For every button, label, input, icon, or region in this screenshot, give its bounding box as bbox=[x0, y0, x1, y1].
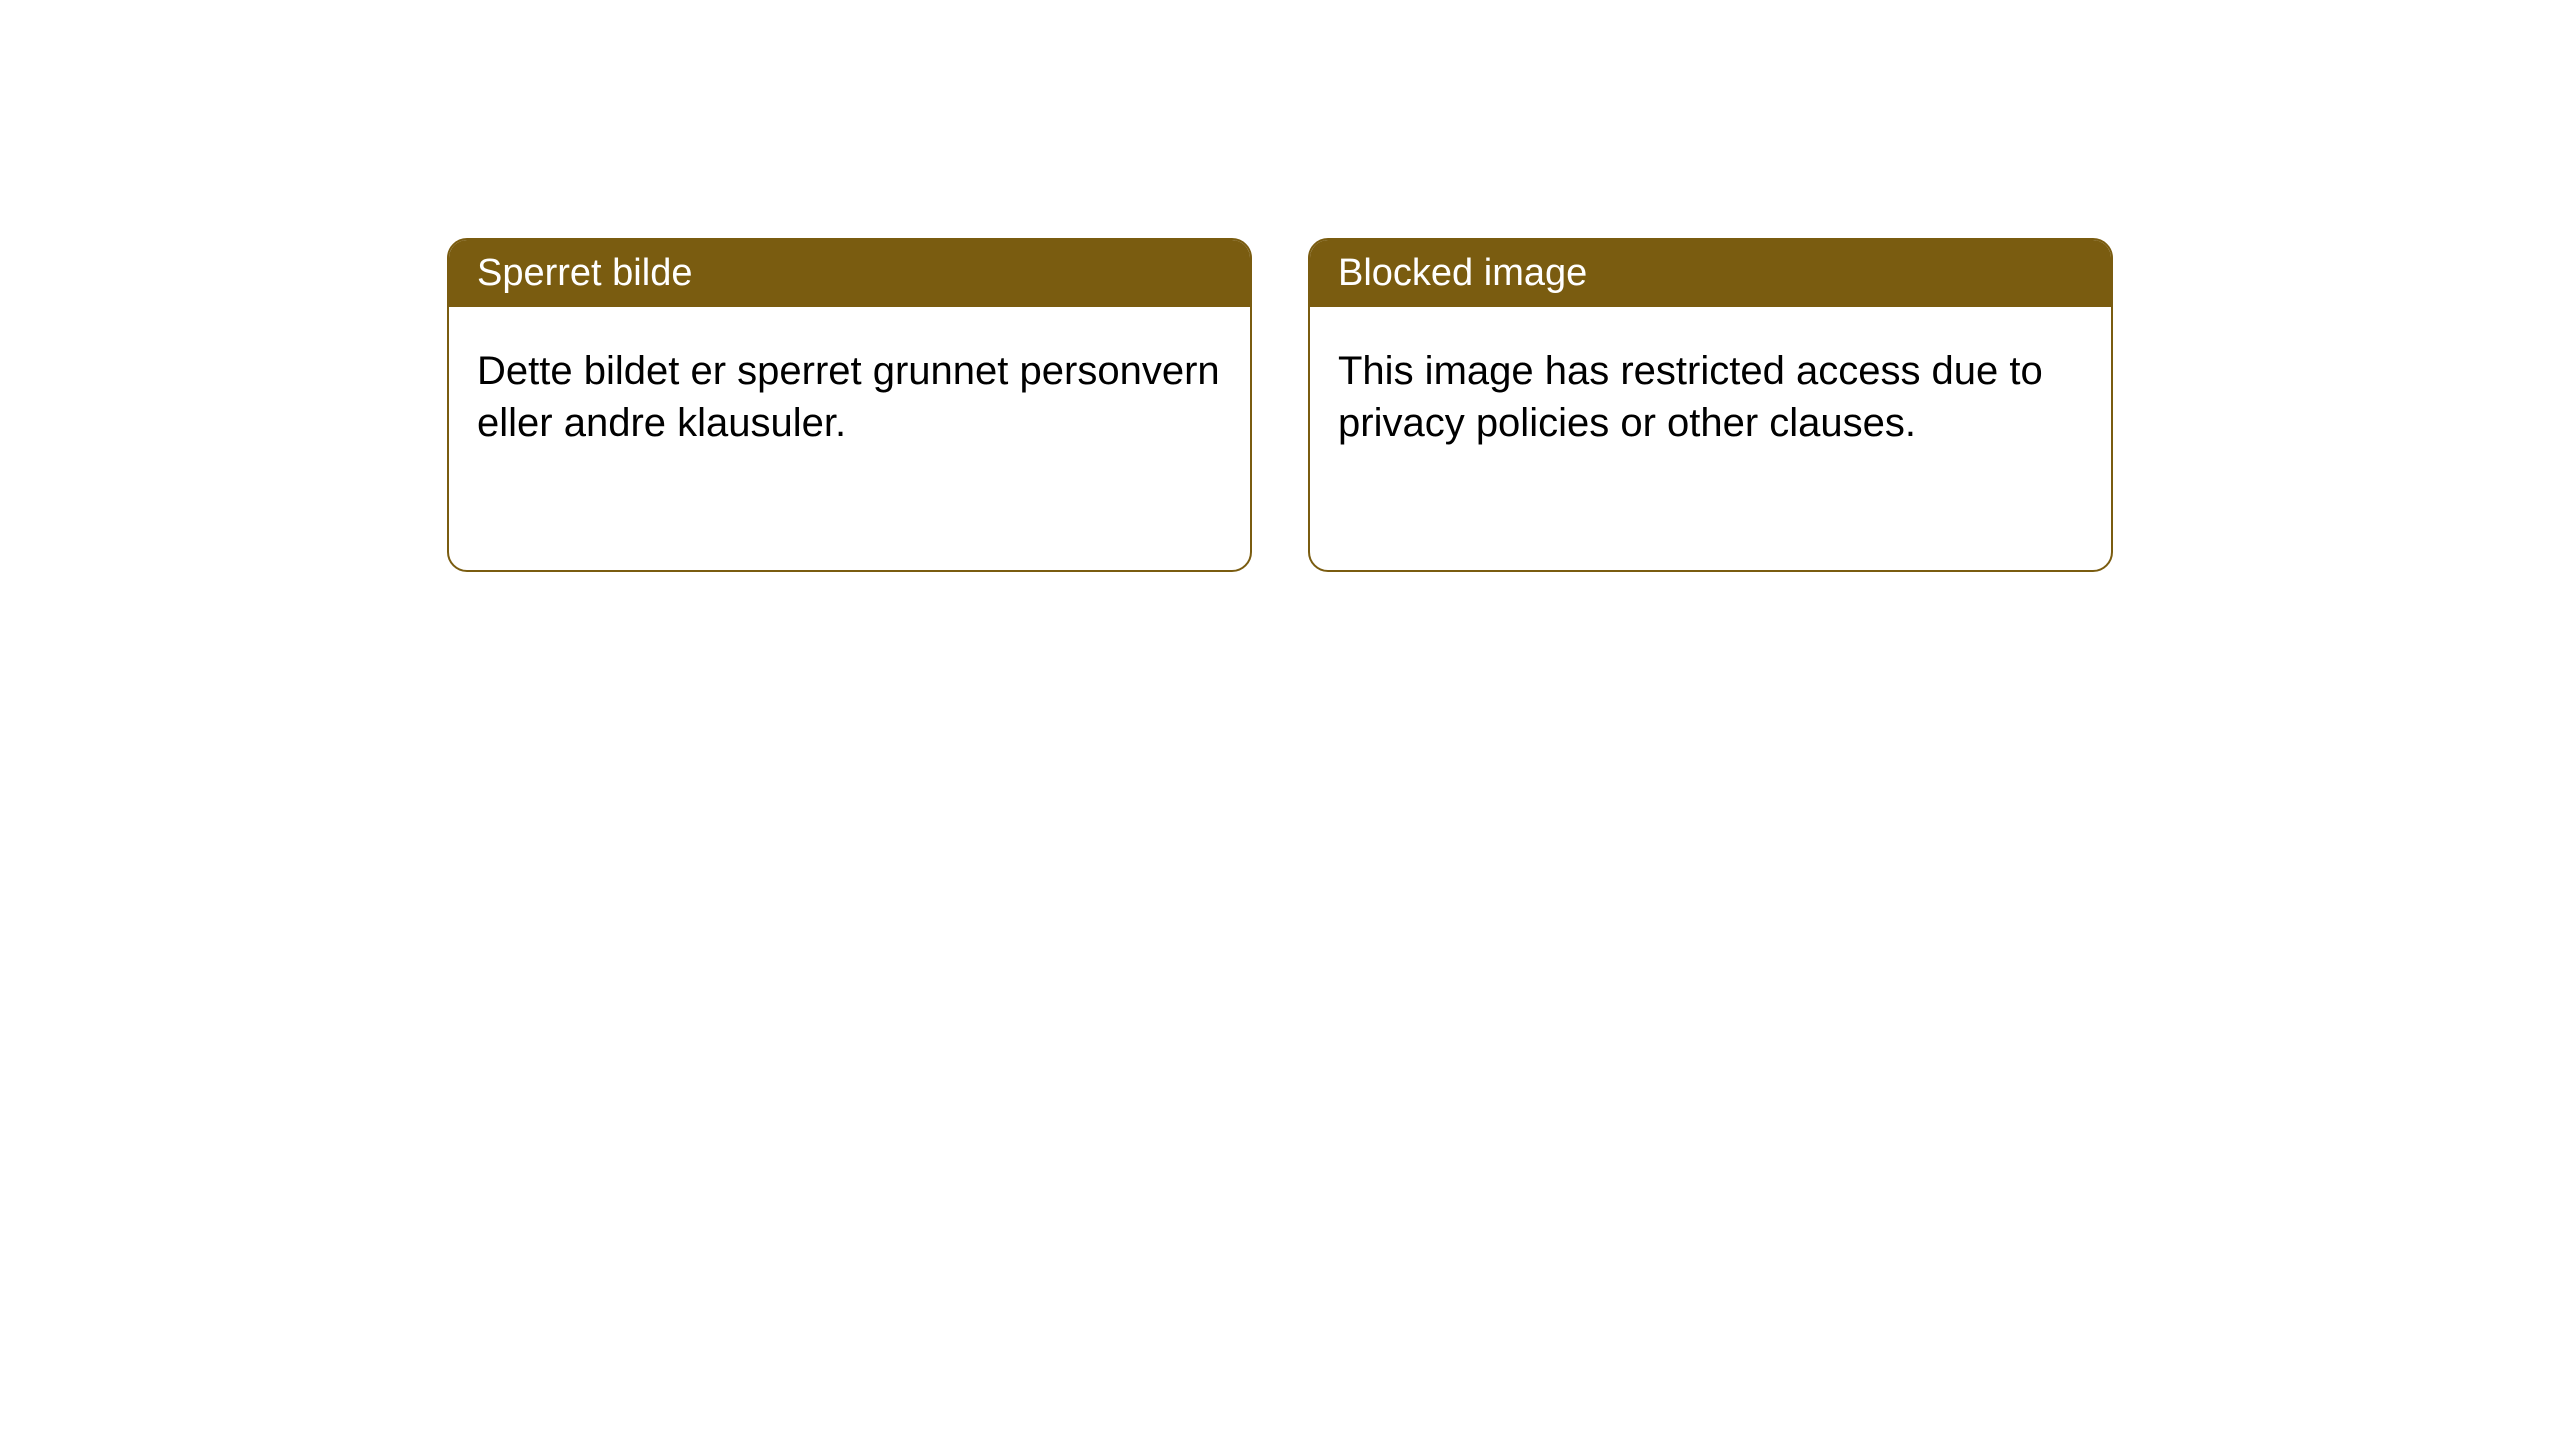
notice-title: Sperret bilde bbox=[477, 252, 692, 294]
notice-card-body: Dette bildet er sperret grunnet personve… bbox=[449, 307, 1250, 487]
notice-card-header: Blocked image bbox=[1310, 240, 2111, 307]
notice-body-text: Dette bildet er sperret grunnet personve… bbox=[477, 349, 1220, 445]
notice-card-english: Blocked image This image has restricted … bbox=[1308, 238, 2113, 572]
notice-card-header: Sperret bilde bbox=[449, 240, 1250, 307]
notice-card-norwegian: Sperret bilde Dette bildet er sperret gr… bbox=[447, 238, 1252, 572]
notice-title: Blocked image bbox=[1338, 252, 1587, 294]
notice-body-text: This image has restricted access due to … bbox=[1338, 349, 2043, 445]
notice-card-body: This image has restricted access due to … bbox=[1310, 307, 2111, 487]
notice-container: Sperret bilde Dette bildet er sperret gr… bbox=[0, 0, 2560, 572]
